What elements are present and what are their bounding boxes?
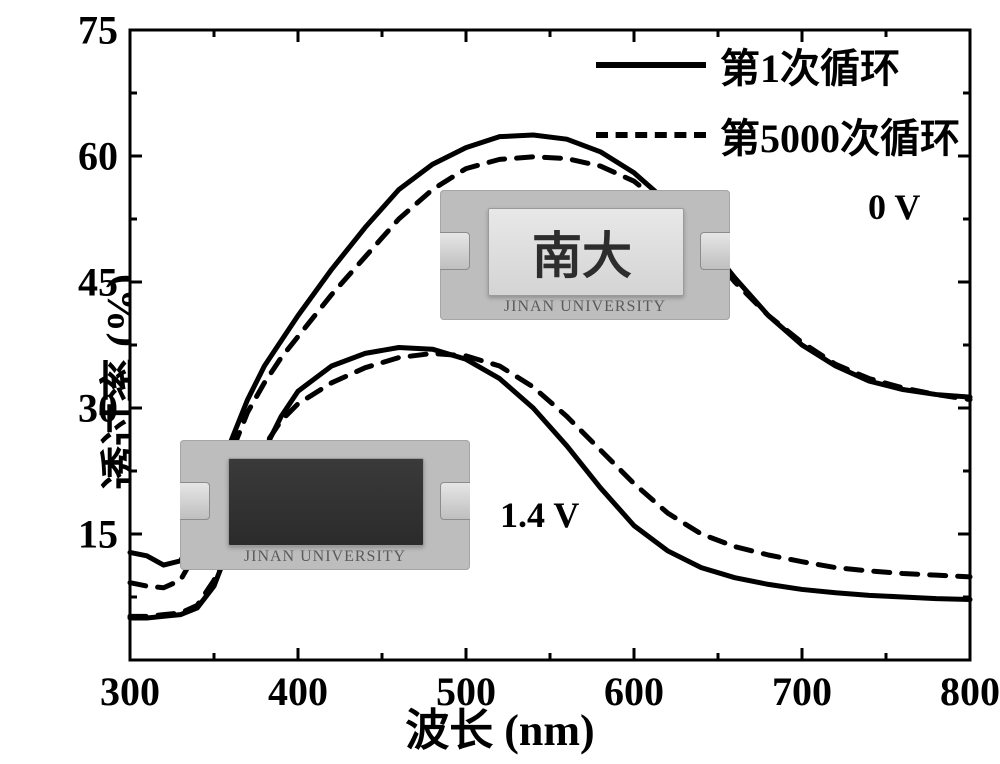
- y-tick-label: 60: [78, 133, 118, 180]
- legend-item-cycle5000: 第5000次循环: [596, 106, 960, 164]
- legend: 第1次循环 第5000次循环: [596, 36, 960, 164]
- inset-dark-state: JINAN UNIVERSITY: [180, 440, 470, 570]
- x-tick-label: 800: [940, 668, 1000, 715]
- y-tick-label: 15: [78, 511, 118, 558]
- inset-caption-clear: JINAN UNIVERSITY: [504, 298, 666, 316]
- y-tick-label: 45: [78, 259, 118, 306]
- x-tick-label: 700: [772, 668, 832, 715]
- legend-label-cycle5000: 第5000次循环: [720, 106, 960, 164]
- clip-icon: [440, 232, 470, 270]
- clip-icon: [440, 482, 470, 520]
- clip-icon: [700, 232, 730, 270]
- legend-item-cycle1: 第1次循环: [596, 36, 960, 94]
- clip-icon: [180, 482, 210, 520]
- legend-label-cycle1: 第1次循环: [720, 36, 900, 94]
- voltage-label-1p4v: 1.4 V: [500, 494, 579, 536]
- legend-line-dashed: [596, 132, 706, 138]
- x-tick-label: 600: [604, 668, 664, 715]
- voltage-label-0v: 0 V: [868, 186, 920, 228]
- inset-caption-dark: JINAN UNIVERSITY: [244, 548, 406, 566]
- x-tick-label: 300: [100, 668, 160, 715]
- inset-clear-state: 南大 JINAN UNIVERSITY: [440, 190, 730, 320]
- sample-glyphs: 南大: [532, 216, 632, 288]
- figure-root: 透过率 (%) 波长 (nm) 300400500600700800153045…: [0, 0, 1000, 764]
- sample-panel-dark: [228, 458, 424, 546]
- x-tick-label: 500: [436, 668, 496, 715]
- y-tick-label: 30: [78, 385, 118, 432]
- x-tick-label: 400: [268, 668, 328, 715]
- legend-line-solid: [596, 62, 706, 68]
- y-tick-label: 75: [78, 7, 118, 54]
